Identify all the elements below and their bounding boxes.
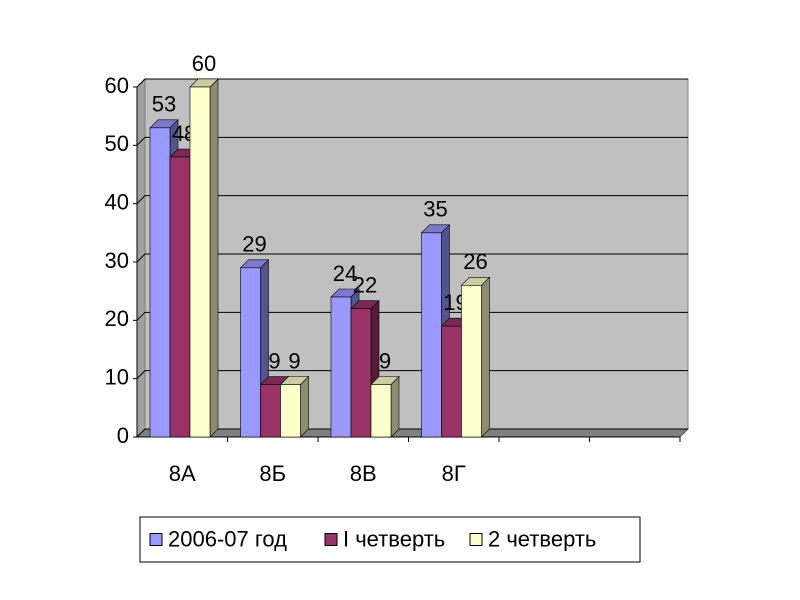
bar: [260, 384, 281, 438]
x-tick-label: 8Б: [259, 461, 286, 486]
bar: [189, 86, 211, 438]
bar: [350, 308, 372, 438]
bar: [370, 384, 392, 438]
grid-line: [136, 136, 688, 146]
data-label: 53: [152, 92, 176, 117]
y-tick-label: 30: [105, 248, 129, 273]
legend-label: 2006-07 год: [168, 526, 287, 551]
y-tick-label: 60: [105, 73, 129, 98]
bar: [461, 285, 482, 438]
bar: [169, 156, 191, 438]
y-tick-label: 20: [105, 306, 129, 331]
grid-line: [136, 428, 688, 438]
legend-label: 2 четверть: [488, 526, 596, 551]
bar-side: [209, 78, 219, 438]
data-label: 29: [242, 232, 266, 257]
data-label: 60: [192, 51, 216, 76]
bar: [280, 384, 301, 438]
x-tick-label: 8А: [169, 461, 196, 486]
floor: [135, 428, 690, 438]
data-label: 35: [423, 197, 447, 222]
y-tick-label: 0: [117, 423, 129, 448]
x-tick-label: 8Г: [442, 461, 466, 486]
legend-swatch: [469, 533, 483, 546]
y-tick-label: 50: [105, 131, 129, 156]
bar: [330, 296, 352, 438]
data-label: 24: [333, 261, 357, 286]
grid-line: [136, 253, 688, 263]
bar-side: [390, 375, 400, 438]
bar: [149, 127, 171, 438]
bar-side: [481, 276, 490, 438]
legend-swatch: [324, 533, 338, 546]
data-label: 9: [288, 348, 300, 373]
grid-line: [136, 195, 688, 205]
grid-line: [136, 78, 688, 88]
data-label: 9: [268, 348, 280, 373]
y-tick-label: 40: [105, 189, 129, 214]
x-tick-label: 8В: [350, 461, 377, 486]
legend-swatch: [149, 533, 163, 546]
bar: [421, 232, 442, 438]
grid-line: [136, 370, 688, 380]
legend-box: [139, 516, 641, 563]
y-tick-label: 10: [105, 364, 129, 389]
bar: [441, 325, 462, 438]
bar: [240, 267, 261, 438]
bar-side: [300, 375, 309, 438]
grid-line: [136, 311, 688, 321]
legend-label: I четверть: [343, 526, 445, 551]
data-label: 26: [463, 249, 487, 274]
data-label: 22: [353, 272, 377, 297]
data-label: 9: [379, 348, 391, 373]
